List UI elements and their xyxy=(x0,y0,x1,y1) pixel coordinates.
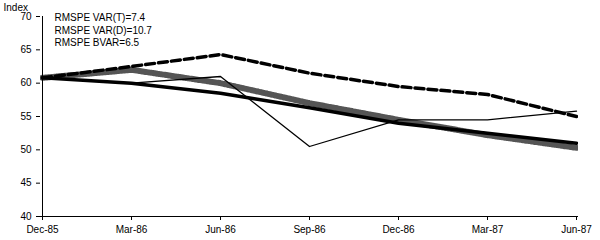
svg-text:50: 50 xyxy=(20,144,32,155)
svg-text:Jun-87: Jun-87 xyxy=(561,224,592,235)
svg-text:Jun-86: Jun-86 xyxy=(205,224,236,235)
svg-text:Mar-86: Mar-86 xyxy=(116,224,148,235)
svg-text:Index: Index xyxy=(4,2,28,13)
svg-text:Dec-85: Dec-85 xyxy=(26,224,59,235)
svg-text:Dec-86: Dec-86 xyxy=(382,224,415,235)
svg-text:40: 40 xyxy=(20,211,32,222)
svg-text:45: 45 xyxy=(20,177,32,188)
svg-text:60: 60 xyxy=(20,77,32,88)
svg-text:55: 55 xyxy=(20,111,32,122)
svg-text:Mar-87: Mar-87 xyxy=(472,224,504,235)
svg-text:RMSPE VAR(T)=7.4RMSPE VAR(D)=1: RMSPE VAR(T)=7.4RMSPE VAR(D)=10.7RMSPE B… xyxy=(55,12,153,48)
svg-text:70: 70 xyxy=(20,10,32,22)
svg-text:65: 65 xyxy=(20,44,32,55)
svg-text:Sep-86: Sep-86 xyxy=(293,224,326,235)
